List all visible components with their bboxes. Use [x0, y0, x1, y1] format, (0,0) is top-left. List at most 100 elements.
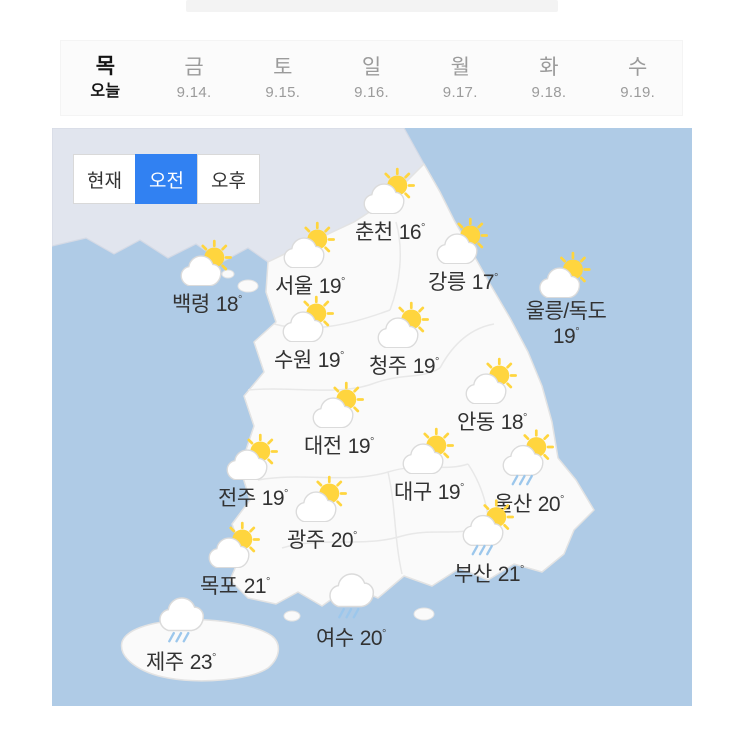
city-marker-목포: 목포 21° — [200, 520, 270, 600]
city-marker-전주: 전주 19° — [218, 432, 288, 512]
city-label: 백령 18° — [172, 288, 242, 318]
province-borders — [247, 221, 495, 575]
city-label: 수원 19° — [274, 344, 344, 374]
city-marker-부산: 부산 21° — [454, 498, 524, 588]
day-column-수[interactable]: 수 9.19. — [593, 41, 682, 115]
small-islands — [221, 269, 435, 622]
city-temperature: 19° — [552, 325, 580, 349]
day-column-금[interactable]: 금 9.14. — [150, 41, 239, 115]
degree-symbol: ° — [212, 652, 216, 664]
city-name: 강릉 — [428, 271, 466, 294]
city-marker-서울: 서울 19° — [275, 220, 345, 300]
day-column-화[interactable]: 화 9.18. — [505, 41, 594, 115]
city-marker-대전: 대전 19° — [304, 380, 374, 460]
city-name: 안동 — [457, 411, 495, 434]
sun-cloud-icon — [434, 216, 492, 265]
city-name: 수원 — [274, 349, 312, 372]
city-label: 울릉/독도 19° — [526, 300, 607, 348]
city-label: 서울 19° — [275, 270, 345, 300]
city-label: 목포 21° — [200, 570, 270, 600]
city-marker-울산: 울산 20° — [494, 428, 564, 518]
degree-symbol: ° — [266, 576, 270, 588]
city-temperature: 17° — [471, 271, 499, 294]
day-date: 9.18. — [531, 83, 567, 101]
city-name: 목포 — [200, 575, 238, 598]
city-name: 서울 — [275, 275, 313, 298]
city-temperature: 18° — [215, 293, 243, 316]
city-temperature: 20° — [537, 493, 565, 516]
city-temperature: 19° — [318, 275, 346, 298]
city-label: 부산 21° — [454, 558, 524, 588]
day-name: 일 — [361, 55, 382, 79]
day-date: 9.14. — [176, 83, 212, 101]
day-column-토[interactable]: 토 9.15. — [238, 41, 327, 115]
city-temperature: 19° — [412, 355, 440, 378]
city-marker-울릉/독도: 울릉/독도 19° — [526, 250, 607, 348]
city-name: 울산 — [494, 493, 532, 516]
sun-cloud-icon — [224, 432, 282, 481]
city-temperature: 20° — [359, 627, 387, 650]
degree-symbol: ° — [575, 326, 580, 339]
city-name: 춘천 — [355, 221, 393, 244]
degree-symbol: ° — [370, 436, 374, 448]
city-temperature: 19° — [261, 487, 289, 510]
sun-cloud-icon — [280, 294, 338, 343]
city-name: 울릉/독도 — [525, 300, 607, 323]
cloud-rain-icon — [322, 562, 380, 620]
day-column-일[interactable]: 일 9.16. — [327, 41, 416, 115]
tab-오전[interactable]: 오전 — [135, 154, 198, 204]
day-date: 9.17. — [442, 83, 478, 101]
day-column-월[interactable]: 월 9.17. — [416, 41, 505, 115]
day-date: 9.16. — [354, 83, 389, 101]
city-marker-강릉: 강릉 17° — [428, 216, 498, 296]
city-label: 대전 19° — [304, 430, 374, 460]
day-name: 금 — [184, 55, 204, 79]
city-marker-제주: 제주 23° — [146, 586, 216, 676]
day-name: 토 — [273, 55, 293, 79]
day-name: 수 — [628, 55, 648, 79]
city-temperature: 20° — [330, 529, 358, 552]
city-name: 전주 — [218, 487, 256, 510]
degree-symbol: ° — [341, 276, 345, 288]
city-label: 울산 20° — [494, 488, 564, 518]
degree-symbol: ° — [435, 356, 439, 368]
sun-cloud-icon — [375, 300, 433, 349]
sun-cloud-icon — [400, 426, 458, 475]
degree-symbol: ° — [284, 488, 288, 500]
sun-cloud-icon — [178, 238, 236, 287]
degree-symbol: ° — [520, 564, 524, 576]
time-tabs: 현재 오전 오후 — [73, 154, 260, 204]
sun-cloud-icon — [281, 220, 339, 269]
city-temperature: 19° — [347, 435, 375, 458]
city-label: 제주 23° — [146, 646, 216, 676]
tab-현재[interactable]: 현재 — [73, 154, 136, 204]
degree-symbol: ° — [353, 530, 357, 542]
city-temperature: 21° — [243, 575, 271, 598]
city-label: 전주 19° — [218, 482, 288, 512]
day-date: 9.19. — [620, 83, 656, 101]
city-marker-수원: 수원 19° — [274, 294, 344, 374]
day-name: 목 — [95, 55, 116, 78]
city-marker-춘천: 춘천 16° — [355, 166, 425, 246]
tab-오후[interactable]: 오후 — [197, 154, 260, 204]
sun-rain-icon — [460, 498, 518, 556]
city-marker-광주: 광주 20° — [287, 474, 357, 554]
day-date: 오늘 — [90, 83, 121, 100]
sun-cloud-icon — [206, 520, 264, 569]
day-name: 화 — [539, 55, 559, 79]
degree-symbol: ° — [382, 628, 386, 640]
city-temperature: 23° — [189, 651, 217, 674]
city-temperature: 21° — [497, 563, 525, 586]
sun-cloud-icon — [310, 380, 368, 429]
city-name: 여수 — [316, 627, 354, 650]
degree-symbol: ° — [238, 294, 242, 306]
degree-symbol: ° — [421, 222, 425, 234]
degree-symbol: ° — [523, 412, 527, 424]
day-date: 9.15. — [265, 83, 301, 101]
cropped-header-remnant — [186, 0, 558, 12]
city-name: 대구 — [394, 481, 432, 504]
degree-symbol: ° — [460, 482, 464, 494]
city-label: 강릉 17° — [428, 266, 498, 296]
